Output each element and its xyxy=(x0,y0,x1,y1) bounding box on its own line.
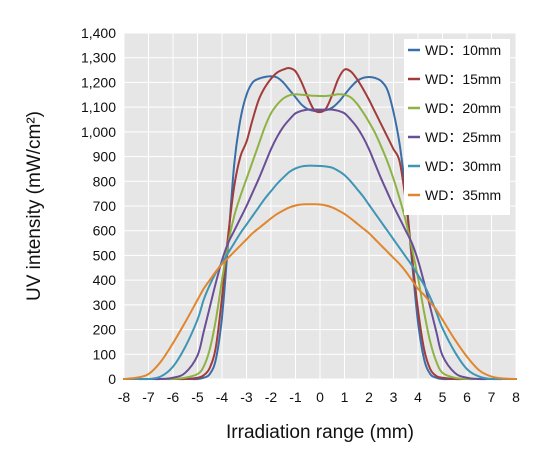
y-tick-label: 700 xyxy=(93,198,117,214)
x-tick-label: 6 xyxy=(463,389,471,405)
x-tick-label: -5 xyxy=(191,389,204,405)
x-tick-label: 8 xyxy=(512,389,520,405)
y-tick-label: 0 xyxy=(108,371,116,387)
y-tick-label: 1,400 xyxy=(81,25,116,41)
y-tick-labels: 0 100 200 300 400 500 600 700 800 900 1,000 1,100 1,… xyxy=(81,25,116,387)
x-tick-label: 5 xyxy=(439,389,447,405)
series-line-wd15mm xyxy=(123,67,517,381)
y-tick-label: 100 xyxy=(93,346,117,362)
x-tick-label: -8 xyxy=(118,389,131,405)
y-tick-label: 1,100 xyxy=(81,99,116,115)
series-line-wd10mm xyxy=(123,75,517,381)
x-tick-label: -2 xyxy=(265,389,278,405)
series-line-wd35mm xyxy=(123,203,517,380)
x-tick-label: -3 xyxy=(240,389,253,405)
x-tick-label: 4 xyxy=(414,389,422,405)
y-tick-label: 200 xyxy=(93,322,117,338)
legend-background xyxy=(404,39,510,215)
y-tick-label: 800 xyxy=(93,173,117,189)
series-line-wd20mm xyxy=(123,93,517,381)
x-tick-label: 1 xyxy=(341,389,349,405)
series-line-wd30mm xyxy=(123,164,517,381)
legend-label-wd35mm: WD：35mm xyxy=(425,187,501,203)
x-tick-label: -7 xyxy=(142,389,155,405)
x-tick-labels: -8 -7 -6 -5 -4 -3 -2 -1 0 1 2 3 4 5 6 7 8 xyxy=(118,389,520,405)
y-tick-label: 400 xyxy=(93,272,117,288)
x-tick-label: 2 xyxy=(365,389,373,405)
x-axis-title: Irradiation range (mm) xyxy=(226,422,414,443)
series-lines xyxy=(123,67,517,381)
y-tick-label: 900 xyxy=(93,149,117,165)
x-tick-label: 7 xyxy=(488,389,496,405)
x-tick-label: 3 xyxy=(390,389,398,405)
y-tick-label: 1,000 xyxy=(81,124,116,140)
y-tick-label: 1,200 xyxy=(81,74,116,90)
x-tick-label: 0 xyxy=(316,389,324,405)
x-tick-label: -6 xyxy=(167,389,180,405)
legend-label-wd30mm: WD：30mm xyxy=(425,158,501,174)
y-tick-label: 600 xyxy=(93,223,117,239)
legend-label-wd20mm: WD：20mm xyxy=(425,100,501,116)
x-tick-label: -4 xyxy=(216,389,229,405)
legend-label-wd15mm: WD：15mm xyxy=(425,71,501,87)
legend: WD：10mm WD：15mm WD：20mm WD：25mm WD：30mm WD：35… xyxy=(404,39,510,215)
legend-label-wd10mm: WD：10mm xyxy=(425,42,501,58)
y-tick-label: 1,300 xyxy=(81,50,116,66)
y-tick-label: 300 xyxy=(93,297,117,313)
y-tick-label: 500 xyxy=(93,247,117,263)
x-tick-label: -1 xyxy=(289,389,302,405)
y-axis-title: UV intensity (mW/cm²) xyxy=(24,111,45,301)
legend-label-wd25mm: WD：25mm xyxy=(425,129,501,145)
